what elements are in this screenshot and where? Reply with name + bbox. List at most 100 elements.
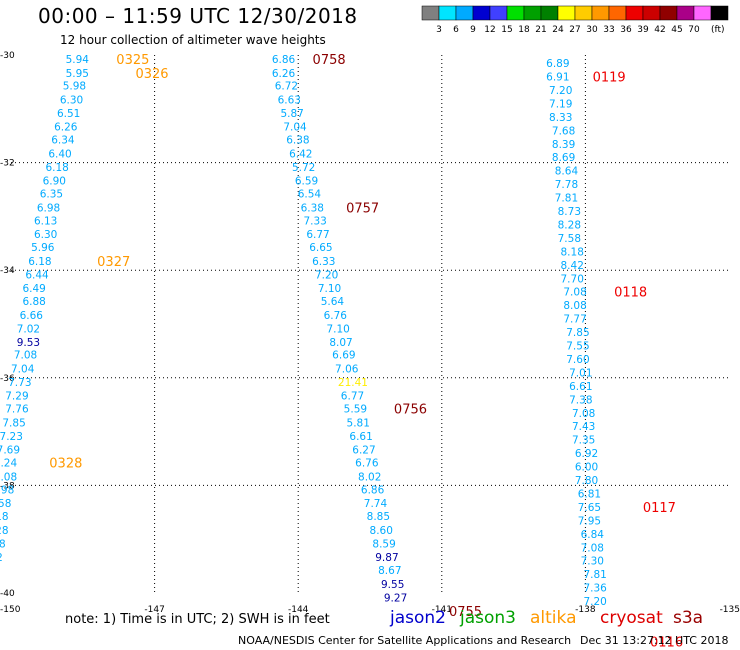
data-point-label: 7.43 [572, 421, 595, 433]
data-point-label: 9.87 [375, 552, 398, 564]
data-point-label: 5.72 [292, 162, 315, 174]
data-point-label: 7.55 [566, 341, 589, 353]
data-point-label: 6.66 [20, 310, 44, 322]
data-point-label: 7.06 [335, 364, 359, 376]
colorbar-label: 39 [637, 25, 649, 35]
colorbar-label: (ft) [711, 25, 725, 35]
data-point-label: 6.76 [355, 457, 379, 469]
data-point-label: 7.81 [555, 193, 578, 205]
data-point-label: 6.18 [45, 162, 68, 174]
data-point-label: 8.42 [561, 260, 584, 272]
colorbar-swatch [438, 5, 457, 21]
data-point-label: 6.86 [361, 485, 385, 497]
data-point-label: 6.98 [37, 202, 60, 214]
data-point-label: 6.27 [352, 444, 375, 456]
data-point-label: 7.77 [563, 314, 586, 326]
data-point-label: 7.36 [583, 583, 607, 595]
time-label: 0116 [650, 635, 683, 650]
data-point-label: 7.68 [552, 125, 575, 137]
colorbar-swatch [540, 5, 559, 21]
data-point-label: 7.20 [583, 596, 606, 608]
data-point-label: 8.85 [367, 511, 390, 523]
data-point-label: 7.74 [364, 498, 388, 510]
time-label: 0327 [97, 255, 130, 270]
data-point-label: 7.19 [549, 98, 572, 110]
data-point-label: 7.10 [318, 283, 341, 295]
chart-title: 00:00 – 11:59 UTC 12/30/2018 [38, 4, 358, 28]
data-point-label: 8.67 [378, 565, 401, 577]
colorbar-swatch [455, 5, 474, 21]
colorbar-label: 42 [654, 25, 665, 35]
data-point-label: 7.76 [5, 403, 29, 415]
colorbar-swatch [659, 5, 678, 21]
x-tick-label: -141 [432, 605, 452, 615]
time-label: 0325 [116, 53, 149, 68]
y-tick-label: -34 [0, 266, 15, 276]
data-point-label: 6.81 [578, 488, 601, 500]
data-point-label: 6.84 [581, 529, 605, 541]
colorbar-swatch [472, 5, 491, 21]
data-point-label: 6.90 [43, 175, 66, 187]
x-tick-label: -150 [0, 605, 21, 615]
colorbar-swatch [506, 5, 525, 21]
data-point-label: 7.29 [5, 391, 28, 403]
data-point-label: 6.35 [40, 188, 63, 200]
colorbar-label: 36 [620, 25, 632, 35]
time-label: 0757 [346, 201, 379, 216]
data-point-label: 6.77 [306, 229, 329, 241]
y-tick-label: -30 [0, 51, 15, 61]
data-point-label: 7.04 [11, 364, 35, 376]
data-point-label: 6.61 [349, 431, 372, 443]
data-point-label: 6.13 [34, 216, 57, 228]
data-point-label: 6.00 [575, 462, 598, 474]
data-point-label: 5.87 [280, 108, 303, 120]
time-label: 0326 [135, 67, 168, 82]
y-tick-label: -36 [0, 374, 15, 384]
data-point-label: 7.81 [583, 569, 606, 581]
data-point-label: 7.08 [563, 287, 586, 299]
time-label: 0328 [49, 456, 82, 471]
colorbar-label: 9 [470, 25, 476, 35]
data-point-label: 7.65 [578, 502, 601, 514]
data-point-label: 7.10 [326, 323, 349, 335]
colorbar-swatch [591, 5, 610, 21]
data-point-label: 6.91 [546, 72, 569, 84]
data-point-label: 6.49 [22, 283, 45, 295]
colorbar-label: 18 [518, 25, 530, 35]
data-point-label: 5.64 [321, 296, 345, 308]
data-point-label: 5.94 [66, 54, 90, 66]
data-point-label: 6.38 [301, 202, 324, 214]
data-point-label: 7.72 [0, 552, 3, 564]
data-point-label: 6.33 [312, 256, 335, 268]
data-point-label: 8.60 [370, 525, 393, 537]
data-point-label: 6.63 [278, 95, 301, 107]
data-point-label: 6.72 [275, 81, 298, 93]
data-point-label: 8.02 [358, 471, 381, 483]
colorbar-label: 12 [484, 25, 495, 35]
data-point-label: 6.26 [272, 68, 296, 80]
data-point-label: 6.98 [0, 485, 14, 497]
data-point-label: 9.55 [381, 579, 404, 591]
data-point-label: 6.40 [48, 148, 71, 160]
time-label: 0756 [394, 402, 427, 417]
colorbar-label: 6 [453, 25, 459, 35]
data-point-label: 7.28 [0, 525, 9, 537]
data-point-label: 5.81 [347, 417, 370, 429]
colorbar-swatch [608, 5, 627, 21]
data-point-label: 7.60 [566, 354, 589, 366]
colorbar-label: 33 [603, 25, 614, 35]
data-point-label: 6.38 [286, 134, 309, 146]
data-point-label: 7.58 [558, 233, 581, 245]
data-point-label: 8.08 [0, 471, 17, 483]
data-point-label: 8.18 [561, 246, 584, 258]
data-point-label: 7.01 [569, 367, 592, 379]
colorbar-label: 3 [436, 25, 442, 35]
data-point-label: 7.04 [283, 122, 307, 134]
data-point-label: 6.92 [575, 448, 598, 460]
colorbar-swatch [574, 5, 593, 21]
data-point-label: 7.85 [2, 417, 25, 429]
legend-jason2: jason2 [390, 608, 446, 628]
timestamp-text: Dec 31 13:27:12 UTC 2018 [580, 634, 729, 647]
colorbar-label: 45 [671, 25, 682, 35]
